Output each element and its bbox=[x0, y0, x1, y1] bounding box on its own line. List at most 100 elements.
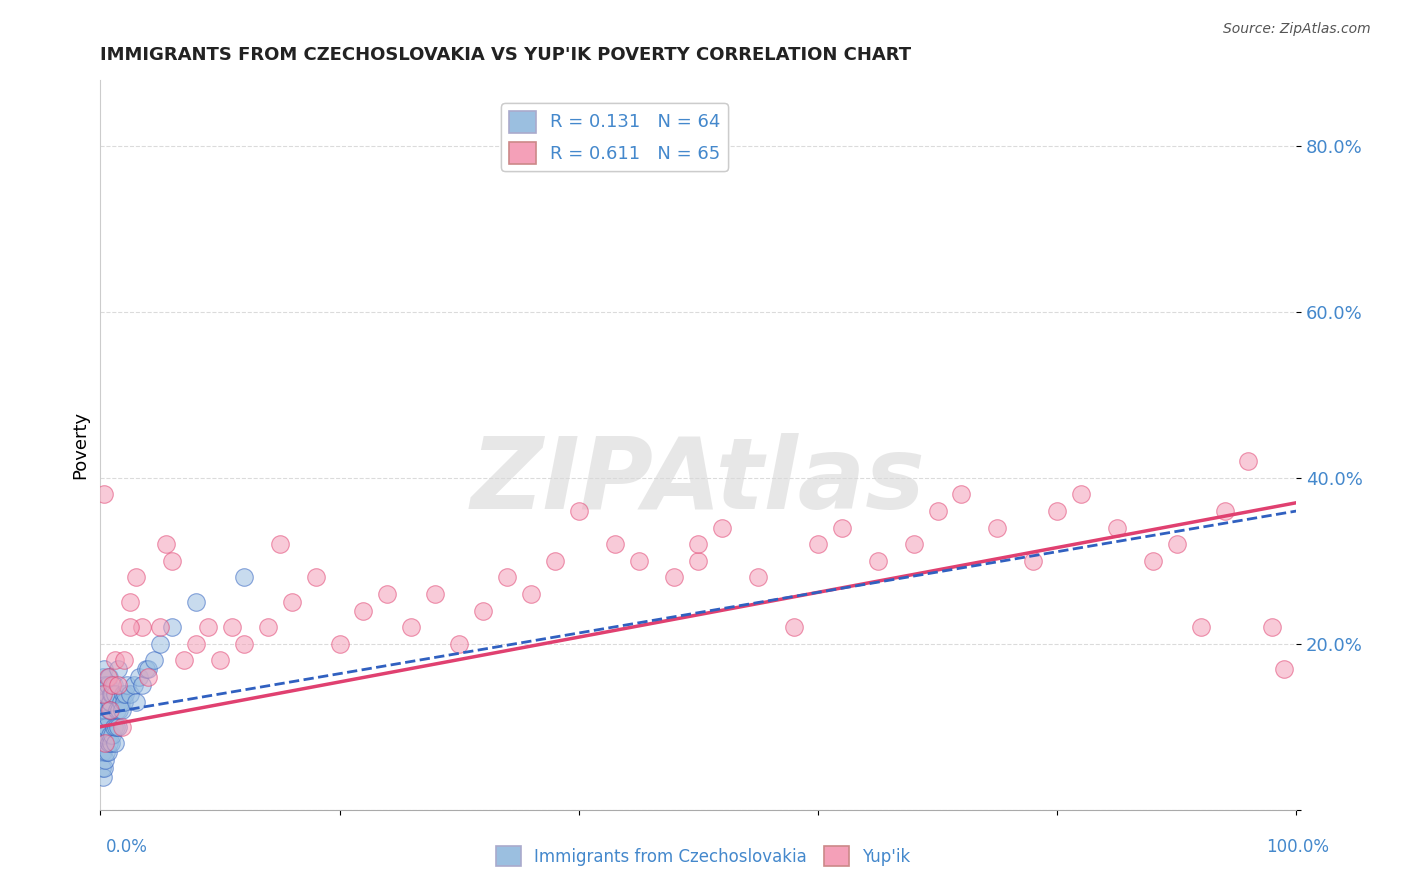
Point bbox=[221, 620, 243, 634]
Point bbox=[104, 687, 127, 701]
Point bbox=[112, 687, 135, 701]
Point bbox=[807, 537, 830, 551]
Point bbox=[184, 595, 207, 609]
Point bbox=[107, 678, 129, 692]
Point bbox=[401, 620, 423, 634]
Point bbox=[120, 595, 142, 609]
Point bbox=[328, 637, 350, 651]
Point bbox=[986, 521, 1008, 535]
Point bbox=[93, 487, 115, 501]
Point bbox=[90, 678, 112, 692]
Point bbox=[97, 736, 120, 750]
Point bbox=[664, 570, 686, 584]
Point bbox=[94, 703, 117, 717]
Point bbox=[136, 670, 159, 684]
Point bbox=[136, 662, 159, 676]
Point bbox=[143, 653, 166, 667]
Point bbox=[208, 653, 231, 667]
Point bbox=[520, 587, 543, 601]
Point bbox=[472, 604, 495, 618]
Point bbox=[950, 487, 973, 501]
Point bbox=[107, 662, 129, 676]
Point bbox=[100, 687, 122, 701]
Point bbox=[112, 695, 135, 709]
Point bbox=[120, 687, 142, 701]
Point bbox=[131, 678, 153, 692]
Point bbox=[105, 703, 128, 717]
Point bbox=[1166, 537, 1188, 551]
Point bbox=[100, 736, 122, 750]
Point bbox=[232, 637, 254, 651]
Point bbox=[104, 720, 127, 734]
Point bbox=[1105, 521, 1128, 535]
Point bbox=[122, 678, 145, 692]
Point bbox=[149, 620, 172, 634]
Point bbox=[1237, 454, 1260, 468]
Point bbox=[96, 670, 118, 684]
Point bbox=[747, 570, 769, 584]
Point bbox=[97, 670, 120, 684]
Point bbox=[304, 570, 326, 584]
Point bbox=[91, 670, 114, 684]
Point bbox=[425, 587, 447, 601]
Point bbox=[112, 653, 135, 667]
Point bbox=[149, 637, 172, 651]
Point bbox=[377, 587, 399, 601]
Point bbox=[256, 620, 278, 634]
Point bbox=[135, 662, 157, 676]
Point bbox=[831, 521, 853, 535]
Point bbox=[98, 728, 121, 742]
Point bbox=[91, 745, 114, 759]
Point bbox=[1046, 504, 1069, 518]
Point bbox=[94, 678, 117, 692]
Point bbox=[353, 604, 375, 618]
Point bbox=[866, 554, 889, 568]
Y-axis label: Poverty: Poverty bbox=[72, 410, 89, 479]
Point bbox=[91, 687, 114, 701]
Point bbox=[90, 720, 112, 734]
Point bbox=[197, 620, 219, 634]
Point bbox=[93, 720, 115, 734]
Point bbox=[91, 728, 114, 742]
Point bbox=[783, 620, 806, 634]
Point bbox=[688, 537, 710, 551]
Point bbox=[1213, 504, 1236, 518]
Point bbox=[103, 678, 125, 692]
Point bbox=[711, 521, 734, 535]
Point bbox=[98, 695, 121, 709]
Point bbox=[1272, 662, 1295, 676]
Point bbox=[269, 537, 291, 551]
Point bbox=[90, 745, 112, 759]
Point bbox=[568, 504, 591, 518]
Text: ZIPAtlas: ZIPAtlas bbox=[471, 433, 925, 530]
Point bbox=[98, 703, 121, 717]
Legend: R = 0.131   N = 64, R = 0.611   N = 65: R = 0.131 N = 64, R = 0.611 N = 65 bbox=[502, 103, 728, 171]
Point bbox=[93, 736, 115, 750]
Point bbox=[94, 736, 117, 750]
Point bbox=[160, 620, 183, 634]
Point bbox=[97, 703, 120, 717]
Point bbox=[1070, 487, 1092, 501]
Point bbox=[688, 554, 710, 568]
Point bbox=[103, 720, 125, 734]
Point bbox=[1022, 554, 1045, 568]
Legend: Immigrants from Czechoslovakia, Yup'ik: Immigrants from Czechoslovakia, Yup'ik bbox=[489, 839, 917, 873]
Text: 100.0%: 100.0% bbox=[1265, 838, 1329, 855]
Point bbox=[111, 720, 134, 734]
Point bbox=[280, 595, 302, 609]
Point bbox=[93, 761, 115, 775]
Point bbox=[107, 720, 129, 734]
Point bbox=[96, 687, 118, 701]
Point bbox=[96, 678, 118, 692]
Point bbox=[627, 554, 650, 568]
Point bbox=[93, 662, 115, 676]
Point bbox=[160, 554, 183, 568]
Point bbox=[94, 728, 117, 742]
Point bbox=[96, 745, 118, 759]
Point bbox=[101, 728, 124, 742]
Point bbox=[1261, 620, 1284, 634]
Point bbox=[114, 687, 136, 701]
Text: 0.0%: 0.0% bbox=[105, 838, 148, 855]
Point bbox=[111, 703, 134, 717]
Point bbox=[125, 695, 148, 709]
